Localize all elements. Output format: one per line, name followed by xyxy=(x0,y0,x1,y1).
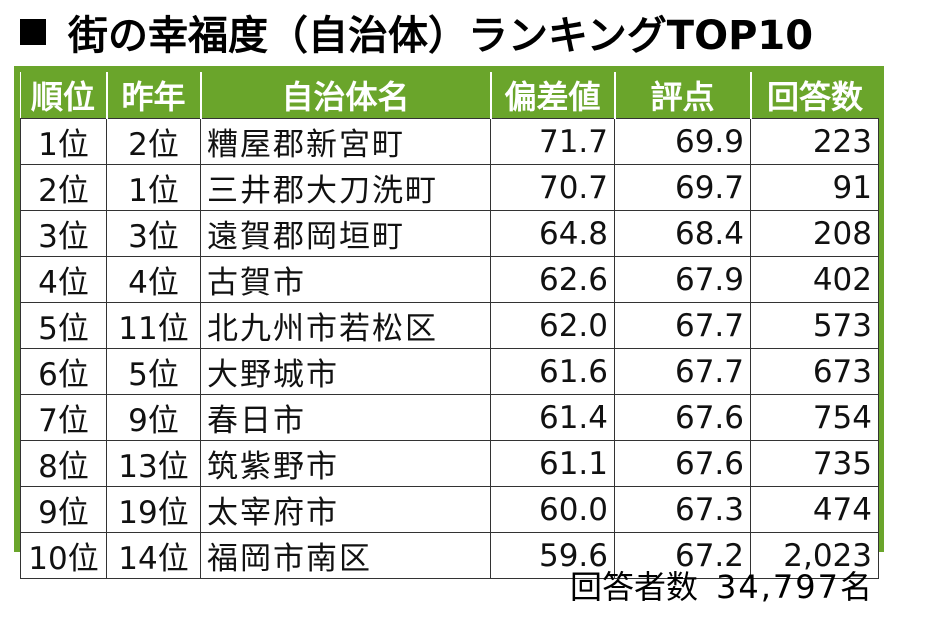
cell-last-year: 11位 xyxy=(106,302,201,349)
cell-deviation: 61.6 xyxy=(490,348,615,395)
black-square-icon xyxy=(20,19,46,45)
cell-last-year: 19位 xyxy=(106,486,201,533)
header-deviation: 偏差値 xyxy=(490,72,616,119)
cell-deviation: 64.8 xyxy=(490,210,615,257)
cell-score: 68.4 xyxy=(614,210,751,257)
cell-score: 69.7 xyxy=(614,164,751,211)
cell-rank: 9位 xyxy=(20,486,107,533)
cell-last-year: 1位 xyxy=(106,164,201,211)
cell-responses: 673 xyxy=(750,348,879,395)
cell-score: 69.9 xyxy=(614,118,751,165)
table-row: 9位 19位 太宰府市 60.0 67.3 474 xyxy=(20,486,879,533)
cell-responses: 2,023 xyxy=(750,532,879,579)
table-row: 6位 5位 大野城市 61.6 67.7 673 xyxy=(20,348,879,395)
cell-last-year: 4位 xyxy=(106,256,201,303)
cell-rank: 1位 xyxy=(20,118,107,165)
cell-responses: 208 xyxy=(750,210,879,257)
table-row: 10位 14位 福岡市南区 59.6 67.2 2,023 xyxy=(20,532,879,579)
cell-municipality: 筑紫野市 xyxy=(200,440,491,487)
cell-rank: 8位 xyxy=(20,440,107,487)
cell-score: 67.6 xyxy=(614,440,751,487)
cell-last-year: 2位 xyxy=(106,118,201,165)
header-responses: 回答数 xyxy=(750,72,879,119)
cell-municipality: 遠賀郡岡垣町 xyxy=(200,210,491,257)
table-row: 8位 13位 筑紫野市 61.1 67.6 735 xyxy=(20,440,879,487)
cell-rank: 7位 xyxy=(20,394,107,441)
header-score: 評点 xyxy=(614,72,752,119)
cell-municipality: 春日市 xyxy=(200,394,491,441)
ranking-table: 順位 昨年 自治体名 偏差値 評点 回答数 1位 2位 糟屋郡新宮町 71.7 69.9… xyxy=(20,72,879,579)
cell-rank: 3位 xyxy=(20,210,107,257)
cell-municipality: 北九州市若松区 xyxy=(200,302,491,349)
cell-score: 67.7 xyxy=(614,348,751,395)
cell-responses: 91 xyxy=(750,164,879,211)
cell-municipality: 三井郡大刀洗町 xyxy=(200,164,491,211)
cell-score: 67.6 xyxy=(614,394,751,441)
cell-rank: 10位 xyxy=(20,532,107,579)
cell-municipality: 太宰府市 xyxy=(200,486,491,533)
cell-score: 67.9 xyxy=(614,256,751,303)
cell-score: 67.2 xyxy=(614,532,751,579)
page-title-text: 街の幸福度（自治体）ランキングTOP10 xyxy=(68,13,814,59)
respondent-count: 回答者数 34,797名 xyxy=(570,562,874,608)
cell-deviation: 62.0 xyxy=(490,302,615,349)
cell-deviation: 62.6 xyxy=(490,256,615,303)
ranking-table-frame: 順位 昨年 自治体名 偏差値 評点 回答数 1位 2位 糟屋郡新宮町 71.7 69.9… xyxy=(14,66,884,579)
cell-rank: 6位 xyxy=(20,348,107,395)
header-rank: 順位 xyxy=(20,72,108,119)
cell-rank: 4位 xyxy=(20,256,107,303)
table-row: 1位 2位 糟屋郡新宮町 71.7 69.9 223 xyxy=(20,118,879,165)
table-row: 2位 1位 三井郡大刀洗町 70.7 69.7 91 xyxy=(20,164,879,211)
cell-last-year: 3位 xyxy=(106,210,201,257)
table-row: 7位 9位 春日市 61.4 67.6 754 xyxy=(20,394,879,441)
header-last-year: 昨年 xyxy=(106,72,202,119)
respondent-count-value: 34,797名 xyxy=(716,568,874,606)
cell-municipality: 福岡市南区 xyxy=(200,532,491,579)
table-row: 4位 4位 古賀市 62.6 67.9 402 xyxy=(20,256,879,303)
table-row: 3位 3位 遠賀郡岡垣町 64.8 68.4 208 xyxy=(20,210,879,257)
cell-rank: 5位 xyxy=(20,302,107,349)
cell-rank: 2位 xyxy=(20,164,107,211)
cell-score: 67.7 xyxy=(614,302,751,349)
cell-score: 67.3 xyxy=(614,486,751,533)
cell-deviation: 59.6 xyxy=(490,532,615,579)
cell-deviation: 61.4 xyxy=(490,394,615,441)
cell-responses: 223 xyxy=(750,118,879,165)
table-row: 5位 11位 北九州市若松区 62.0 67.7 573 xyxy=(20,302,879,349)
cell-responses: 474 xyxy=(750,486,879,533)
cell-deviation: 60.0 xyxy=(490,486,615,533)
cell-responses: 754 xyxy=(750,394,879,441)
respondent-count-label: 回答者数 xyxy=(570,568,699,606)
cell-deviation: 70.7 xyxy=(490,164,615,211)
cell-municipality: 糟屋郡新宮町 xyxy=(200,118,491,165)
cell-last-year: 14位 xyxy=(106,532,201,579)
cell-last-year: 5位 xyxy=(106,348,201,395)
cell-deviation: 71.7 xyxy=(490,118,615,165)
page-title: 街の幸福度（自治体）ランキングTOP10 xyxy=(12,4,813,60)
cell-municipality: 大野城市 xyxy=(200,348,491,395)
cell-last-year: 13位 xyxy=(106,440,201,487)
cell-deviation: 61.1 xyxy=(490,440,615,487)
cell-last-year: 9位 xyxy=(106,394,201,441)
cell-responses: 402 xyxy=(750,256,879,303)
table-header-row: 順位 昨年 自治体名 偏差値 評点 回答数 xyxy=(20,72,879,119)
cell-responses: 573 xyxy=(750,302,879,349)
cell-municipality: 古賀市 xyxy=(200,256,491,303)
header-municipality: 自治体名 xyxy=(200,72,492,119)
cell-responses: 735 xyxy=(750,440,879,487)
